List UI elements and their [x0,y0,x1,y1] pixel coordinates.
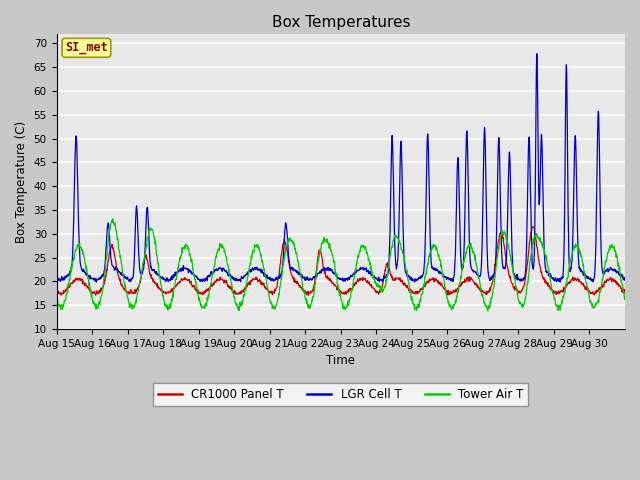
Tower Air T [310,289,318,295]
LGR Cell T [621,276,629,281]
LGR Cell T [585,276,593,282]
CR1000 Panel T [52,288,60,294]
LGR Cell T [411,279,419,285]
CR1000 Panel T [154,284,162,290]
CR1000 Panel T [305,292,312,298]
Title: Box Temperatures: Box Temperatures [271,15,410,30]
Tower Air T [344,302,351,308]
Tower Air T [52,295,60,300]
Tower Air T [155,264,163,270]
LGR Cell T [344,276,351,282]
CR1000 Panel T [310,283,318,289]
CR1000 Panel T [621,290,629,296]
CR1000 Panel T [445,290,452,296]
LGR Cell T [310,274,317,279]
Y-axis label: Box Temperature (C): Box Temperature (C) [15,120,28,242]
X-axis label: Time: Time [326,354,355,367]
Line: LGR Cell T: LGR Cell T [56,54,625,282]
CR1000 Panel T [529,224,537,229]
Line: Tower Air T: Tower Air T [56,219,625,311]
Tower Air T [63,289,71,295]
Tower Air T [621,294,629,300]
LGR Cell T [63,273,71,278]
LGR Cell T [52,276,60,282]
Text: SI_met: SI_met [65,41,108,54]
CR1000 Panel T [63,286,71,292]
LGR Cell T [445,276,452,281]
CR1000 Panel T [585,288,593,294]
Line: CR1000 Panel T: CR1000 Panel T [56,227,625,295]
LGR Cell T [533,51,541,57]
Tower Air T [109,216,116,222]
Tower Air T [445,299,452,304]
CR1000 Panel T [344,288,351,294]
Tower Air T [585,293,593,299]
Tower Air T [484,308,492,314]
LGR Cell T [154,273,162,278]
Legend: CR1000 Panel T, LGR Cell T, Tower Air T: CR1000 Panel T, LGR Cell T, Tower Air T [154,384,528,406]
